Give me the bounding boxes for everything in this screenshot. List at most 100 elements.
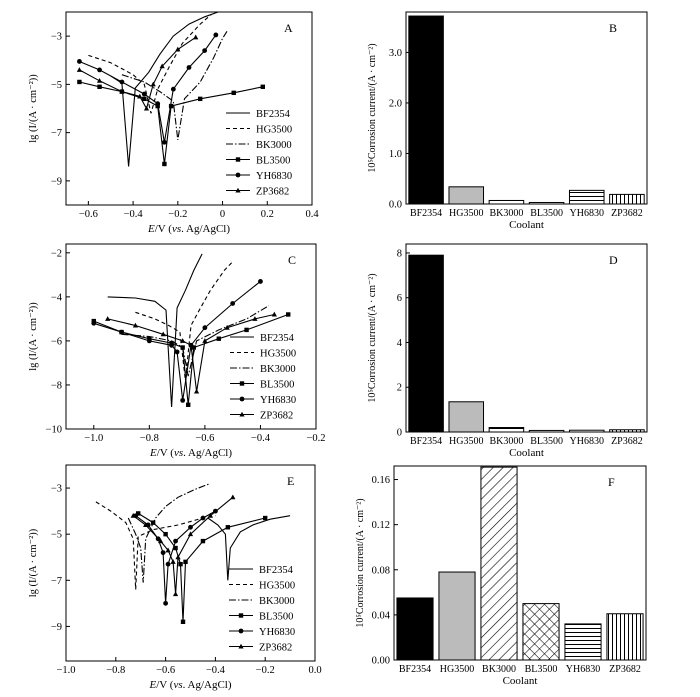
y-tick-label: −7 (51, 128, 62, 139)
bar-YH6830 (568, 429, 605, 433)
x-axis-label: E/V (vs. Ag/AgCl) (148, 679, 231, 691)
BL3500-marker-8 (231, 90, 236, 96)
ZP3682-marker-0 (105, 316, 111, 321)
category-label: ZP3682 (609, 664, 641, 675)
y-tick-label: 0.12 (372, 520, 390, 531)
ZP3682-marker-8 (193, 34, 199, 40)
category-label: BK3000 (482, 664, 516, 675)
series-line-ZP3682 (132, 496, 234, 595)
YH6830-marker-2 (146, 338, 152, 344)
y-tick-label: −5 (51, 530, 62, 541)
y-tick-label: 2.0 (389, 98, 402, 109)
BL3500-marker-2 (163, 531, 168, 537)
y-tick-label: 6 (397, 293, 402, 304)
series-BF2354 (110, 11, 219, 167)
y-tick-label: −3 (51, 32, 62, 43)
ZP3682-marker-3 (165, 547, 171, 553)
series-ZP3682 (76, 34, 199, 111)
legend-BL3500-marker-0 (238, 613, 244, 618)
series-BF2354 (207, 515, 291, 581)
series-line-HG3500 (95, 501, 216, 590)
y-tick-label: −5 (51, 80, 62, 91)
y-axis-label: lg (I/(A · cm⁻²)) (28, 528, 39, 597)
series-line-BF2354 (207, 515, 291, 581)
series-line-HG3500 (135, 261, 234, 381)
x-label-part: /V ( (157, 447, 175, 459)
x-axis-label: E/V (vs. Ag/AgCl) (147, 223, 230, 235)
x-tick-label: −0.8 (106, 665, 125, 676)
legend-ZP3682-marker-0 (235, 187, 241, 193)
series-line-BF2354 (107, 253, 203, 408)
panel-letter: F (608, 475, 615, 489)
category-label: BL3500 (525, 664, 558, 675)
legend-label: BK3000 (259, 596, 295, 607)
BL3500-marker-1 (97, 84, 102, 89)
series-BF2354 (107, 253, 203, 408)
y-tick-label: −7 (51, 576, 62, 587)
series-line-BF2354 (110, 11, 219, 167)
series-BK3000 (127, 482, 211, 583)
series-line-BK3000 (127, 482, 211, 583)
x-tick-label: −0.2 (168, 209, 187, 220)
series-ZP3682 (130, 494, 236, 597)
category-label: BL3500 (530, 208, 563, 219)
BL3500-marker-9 (286, 312, 291, 317)
BL3500-marker-9 (260, 84, 265, 89)
series-line-YH6830 (79, 34, 217, 143)
series-line-YH6830 (135, 510, 216, 604)
legend-label: HG3500 (260, 348, 296, 359)
legend-label: YH6830 (259, 627, 295, 638)
plot-frame (65, 243, 317, 430)
x-label-part: /V ( (155, 223, 173, 235)
x-tick-label: −0.4 (124, 209, 144, 220)
x-axis-label: E/V (vs. Ag/AgCl) (149, 447, 232, 459)
BL3500-marker-7 (216, 336, 221, 341)
bar-HG3500 (448, 401, 485, 433)
series-line-BL3500 (137, 512, 266, 622)
y-tick-label: −9 (51, 176, 62, 187)
category-label: BK3000 (489, 436, 523, 447)
legend-label: BL3500 (260, 379, 294, 390)
BL3500-marker-7 (200, 538, 206, 544)
YH6830-marker-4 (174, 349, 180, 355)
x-tick-label: 0.2 (261, 209, 274, 220)
ZP3682-marker-1 (143, 522, 149, 527)
series-line-BL3500 (93, 313, 289, 405)
panel-D: 0 2 4 6 8 BF2354 HG3500 BK3000 BL3500 YH6830 ZP368… (367, 243, 648, 459)
ZP3682-marker-8 (252, 316, 258, 321)
series-YH6830 (91, 279, 263, 403)
BL3500-marker-3 (173, 545, 178, 551)
y-tick-label: −3 (51, 484, 62, 495)
series-ZP3682 (105, 311, 277, 394)
YH6830-marker-1 (97, 67, 102, 73)
YH6830-marker-3 (160, 550, 166, 556)
ZP3682-marker-5 (172, 591, 179, 597)
bar-BF2354 (396, 597, 434, 661)
legend-BL3500-marker-0 (239, 381, 245, 386)
y-tick-label: −8 (51, 380, 62, 391)
bar-ZP3682 (609, 193, 645, 205)
panel-C: −1.0 −0.8 −0.6 −0.4 −0.2 −10 −8 −6 −4 −2 C BF2354 HG… (28, 243, 326, 459)
BL3500-marker-6 (183, 559, 188, 565)
series-BL3500 (91, 312, 291, 407)
x-label-part: /V ( (156, 679, 174, 691)
legend-label: BF2354 (256, 109, 291, 120)
plot-frame (65, 11, 313, 206)
panel-letter: E (287, 474, 294, 488)
category-label: YH6830 (566, 664, 600, 675)
x-tick-label: −0.4 (251, 433, 271, 444)
YH6830-marker-2 (119, 79, 125, 85)
y-axis-label: 10⁵Corrosion current/(A · cm⁻²) (367, 273, 378, 402)
x-axis-label: Coolant (509, 219, 544, 231)
x-tick-label: −0.2 (306, 433, 325, 444)
YH6830-marker-0 (91, 320, 97, 326)
legend-label: BF2354 (260, 333, 295, 344)
YH6830-marker-5 (162, 139, 167, 145)
ZP3682-marker-6 (159, 63, 165, 69)
bar-BK3000 (480, 466, 518, 661)
bar-ZP3682 (609, 429, 645, 433)
plot-frame (405, 243, 648, 433)
category-label: HG3500 (440, 664, 474, 675)
ZP3682-marker-2 (160, 331, 166, 337)
